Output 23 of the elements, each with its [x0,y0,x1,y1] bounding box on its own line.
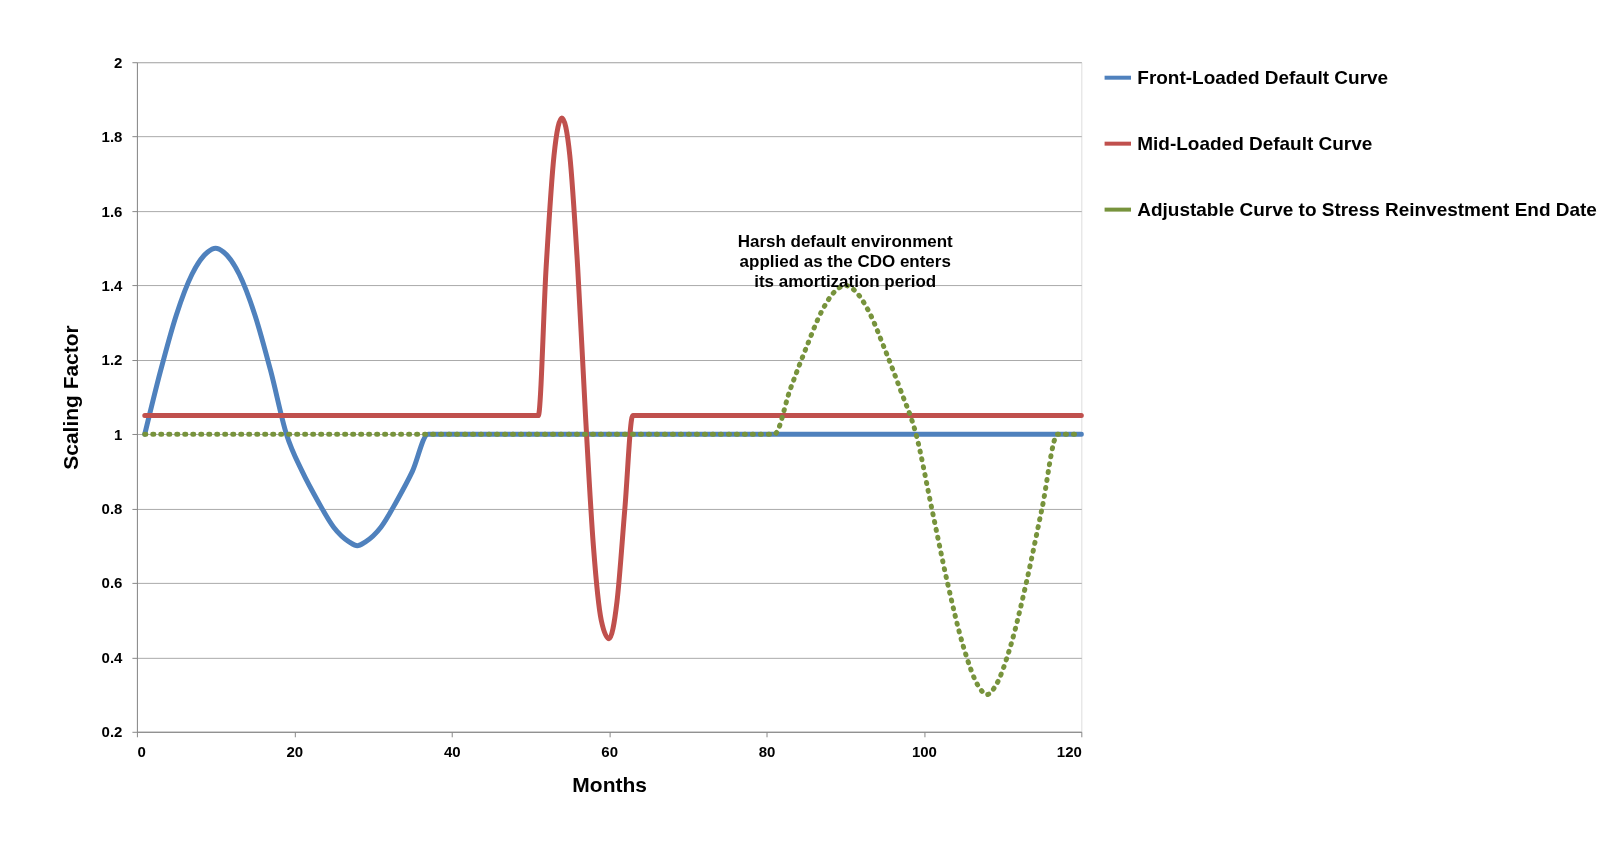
y-tick-label: 1.4 [101,276,124,294]
y-axis-title: Scaling Factor [58,325,82,470]
legend-label: Front-Loaded Default Curve [1137,66,1389,88]
x-tick-label: 120 [1056,743,1082,761]
annotation: Harsh default environment applied as the CDO enters its amortization period [737,232,954,292]
legend-label: Adjustable Curve to Stress Reinvestment End Date [1137,198,1597,220]
x-tick-label: 20 [286,743,304,761]
y-tick-label: 0.2 [101,723,123,741]
y-tick-label: 1 [114,425,123,443]
y-tick-label: 2 [114,53,123,71]
x-tick-label: 60 [601,743,618,761]
y-tick-label: 0.4 [101,648,124,666]
x-tick-label: 100 [911,743,937,761]
legend-label: Mid-Loaded Default Curve [1137,132,1373,154]
y-tick-label: 0.8 [101,500,123,518]
x-tick-label: 40 [443,743,461,761]
x-axis-title: Months [572,773,647,797]
y-tick-label: 1.6 [101,202,123,220]
x-tick-label: 0 [137,743,146,761]
y-tick-label: 1.8 [101,128,123,146]
x-tick-label: 80 [758,743,776,761]
y-tick-label: 0.6 [101,574,123,592]
y-tick-label: 1.2 [101,351,123,369]
